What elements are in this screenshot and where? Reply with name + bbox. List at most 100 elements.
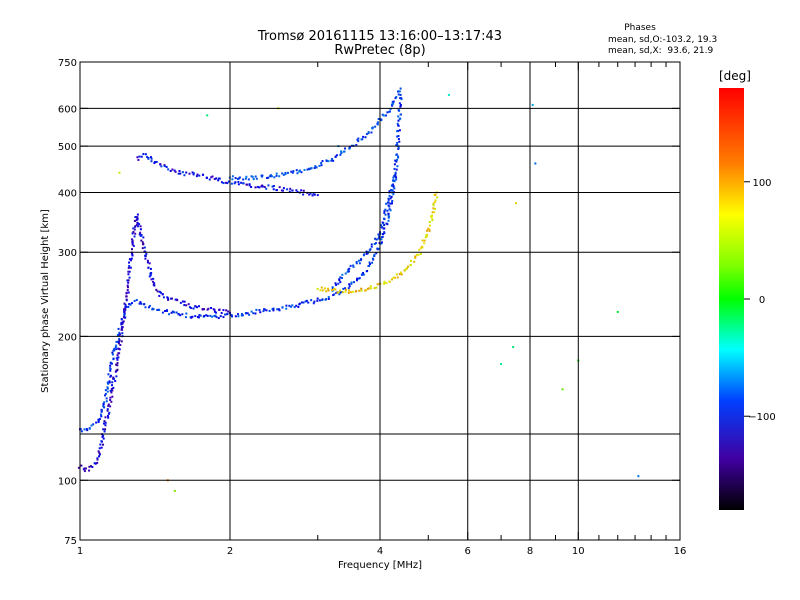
data-point bbox=[179, 314, 182, 317]
data-point bbox=[380, 238, 383, 241]
data-point bbox=[167, 168, 170, 171]
data-point bbox=[104, 421, 107, 424]
data-point bbox=[376, 247, 379, 250]
data-point bbox=[236, 178, 239, 181]
data-point bbox=[275, 189, 278, 192]
data-point bbox=[170, 297, 173, 300]
colorbar-ticks: 100 0 −100 bbox=[744, 178, 776, 423]
data-point bbox=[428, 229, 431, 232]
data-point bbox=[90, 424, 93, 427]
data-point bbox=[385, 222, 388, 225]
data-point bbox=[344, 147, 347, 150]
data-point bbox=[110, 400, 113, 403]
data-point bbox=[102, 434, 105, 437]
data-point bbox=[124, 303, 127, 306]
data-point bbox=[121, 332, 124, 335]
data-point bbox=[427, 227, 430, 230]
data-point bbox=[339, 276, 342, 279]
data-point bbox=[637, 475, 640, 478]
data-point bbox=[115, 348, 118, 351]
data-point bbox=[104, 392, 107, 395]
data-point bbox=[246, 312, 249, 315]
data-point bbox=[388, 208, 391, 211]
data-point bbox=[99, 443, 102, 446]
data-point bbox=[202, 173, 205, 176]
data-point bbox=[217, 317, 220, 320]
data-point bbox=[156, 290, 159, 293]
data-point bbox=[281, 189, 284, 192]
data-point bbox=[147, 306, 150, 309]
data-point bbox=[127, 279, 130, 282]
data-point bbox=[139, 301, 142, 304]
colorbar-tick-label: −100 bbox=[748, 412, 775, 423]
data-point bbox=[115, 375, 118, 378]
data-point bbox=[106, 390, 109, 393]
data-point bbox=[325, 290, 328, 293]
data-point bbox=[118, 352, 121, 355]
x-tick-label: 6 bbox=[465, 546, 471, 557]
data-point bbox=[104, 389, 107, 392]
data-point bbox=[144, 153, 147, 156]
data-point bbox=[156, 308, 159, 311]
data-point bbox=[396, 130, 399, 133]
data-point bbox=[331, 288, 334, 291]
y-tick-label: 75 bbox=[64, 536, 77, 547]
data-point bbox=[378, 247, 381, 250]
data-point bbox=[325, 159, 328, 162]
data-point bbox=[272, 188, 275, 191]
data-point bbox=[319, 289, 322, 292]
data-point bbox=[176, 299, 179, 302]
data-point bbox=[211, 315, 214, 318]
data-point bbox=[370, 243, 373, 246]
data-point bbox=[383, 231, 386, 234]
data-point bbox=[114, 379, 117, 382]
data-point bbox=[276, 308, 279, 311]
data-point bbox=[428, 224, 431, 227]
data-point bbox=[347, 268, 350, 271]
data-point bbox=[110, 387, 113, 390]
data-point bbox=[262, 310, 265, 313]
data-point bbox=[116, 368, 119, 371]
data-point bbox=[177, 172, 180, 175]
data-point bbox=[190, 307, 193, 310]
data-point bbox=[124, 316, 127, 319]
data-point bbox=[381, 221, 384, 224]
data-point bbox=[365, 289, 368, 292]
data-point bbox=[121, 326, 124, 329]
data-point bbox=[358, 289, 361, 292]
data-point bbox=[222, 316, 225, 319]
colorbar-tick-label: 100 bbox=[752, 178, 771, 189]
data-point bbox=[272, 185, 275, 188]
data-point bbox=[218, 308, 221, 311]
data-point bbox=[432, 204, 435, 207]
data-point bbox=[250, 186, 253, 189]
data-point bbox=[247, 178, 250, 181]
colorbar bbox=[719, 88, 744, 510]
data-point bbox=[421, 246, 424, 249]
data-point bbox=[334, 288, 337, 291]
data-point bbox=[343, 150, 346, 153]
data-point bbox=[383, 282, 386, 285]
data-point bbox=[248, 313, 251, 316]
data-point bbox=[423, 242, 426, 245]
data-point bbox=[417, 253, 420, 256]
data-point bbox=[396, 141, 399, 144]
data-point bbox=[424, 236, 427, 239]
data-point bbox=[380, 118, 383, 121]
data-point bbox=[234, 315, 237, 318]
data-point bbox=[111, 384, 114, 387]
data-point bbox=[195, 306, 198, 309]
data-point bbox=[368, 263, 371, 266]
data-point bbox=[112, 357, 115, 360]
data-point bbox=[273, 176, 276, 179]
data-point bbox=[349, 291, 352, 294]
data-point bbox=[127, 291, 130, 294]
data-point bbox=[103, 420, 106, 423]
data-point bbox=[393, 174, 396, 177]
data-point bbox=[310, 299, 313, 302]
data-point bbox=[391, 200, 394, 203]
data-point bbox=[113, 347, 116, 350]
data-point bbox=[136, 222, 139, 225]
data-point bbox=[167, 298, 170, 301]
data-point bbox=[116, 358, 119, 361]
